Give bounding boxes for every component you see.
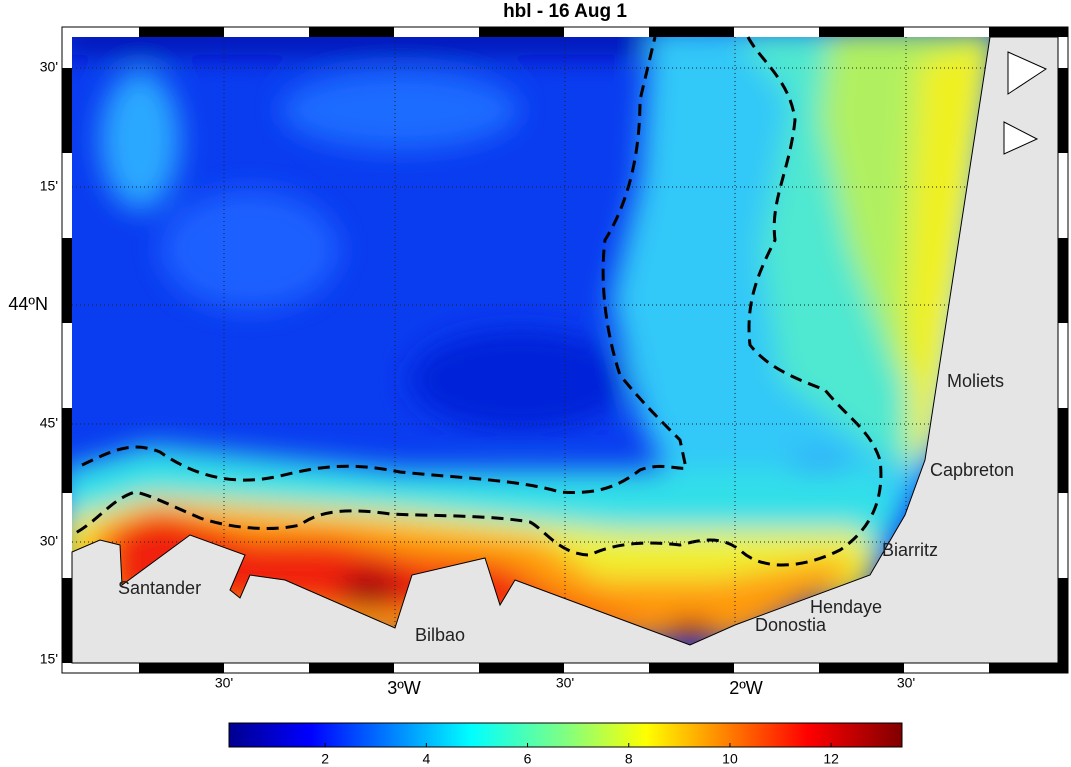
lat-label: 30' — [40, 59, 58, 75]
lat-label: 15' — [40, 651, 58, 667]
place-label: Bilbao — [415, 625, 465, 645]
land — [71, 36, 1059, 664]
lat-label: 15' — [40, 178, 58, 194]
colorbar-tick-label: 2 — [321, 751, 329, 767]
contour — [71, 36, 883, 567]
place-label: Capbreton — [930, 460, 1014, 480]
place-label: Donostia — [755, 615, 827, 635]
title: hbl - 16 Aug 1 — [503, 1, 627, 22]
lat-label: 45' — [40, 415, 58, 431]
lat-label: 30' — [40, 533, 58, 549]
colorbar-tick-label: 6 — [524, 751, 532, 767]
place-label: Biarritz — [882, 540, 938, 560]
lon-label: 30' — [556, 675, 574, 691]
lon-label: 30' — [897, 675, 915, 691]
place-label: Hendaye — [810, 597, 882, 617]
colorbar-tick-label: 8 — [625, 751, 633, 767]
colorbar-tick-label: 4 — [422, 751, 430, 767]
lon-label: 2ºW — [729, 678, 763, 698]
colorbar-tick-label: 12 — [823, 751, 839, 767]
lon-label: 30' — [215, 675, 233, 691]
lat-label: 44ºN — [8, 294, 48, 314]
place-label: Moliets — [947, 371, 1004, 391]
marker — [1003, 121, 1039, 155]
place-label: Santander — [118, 578, 201, 598]
colorbar — [228, 722, 903, 748]
marker — [1007, 51, 1048, 95]
colorbar-tick-label: 10 — [722, 751, 738, 767]
lon-label: 3ºW — [387, 678, 421, 698]
